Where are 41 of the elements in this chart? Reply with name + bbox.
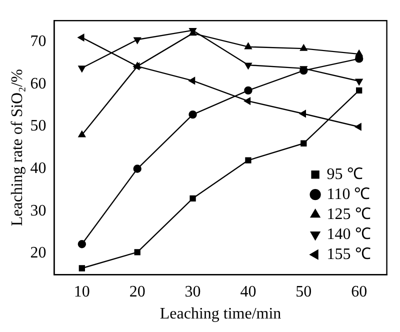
- x-axis-title: Leaching time/min: [160, 306, 282, 323]
- y-tick-label: 30: [30, 202, 46, 220]
- point: [356, 87, 362, 94]
- point: [190, 195, 196, 202]
- x-tick-label: 40: [240, 283, 256, 300]
- point: [244, 62, 252, 70]
- point: [245, 157, 252, 164]
- point: [134, 37, 141, 44]
- x-tick-label: 50: [296, 283, 312, 300]
- point: [78, 34, 84, 42]
- point: [188, 110, 197, 119]
- point: [134, 249, 140, 256]
- y-axis-title: Leaching rate of SiO₂/%: [8, 69, 26, 226]
- point: [244, 42, 252, 50]
- point: [133, 164, 142, 173]
- point: [78, 130, 86, 138]
- point: [244, 86, 252, 95]
- y-tick-label: 50: [30, 118, 46, 135]
- x-tick-label: 60: [351, 283, 368, 300]
- point: [354, 123, 362, 130]
- point: [78, 240, 86, 248]
- y-tick-label: 20: [30, 244, 46, 262]
- x-tick-label: 20: [129, 283, 146, 300]
- point: [300, 140, 307, 146]
- x-tick-label: 10: [74, 283, 90, 300]
- point: [300, 110, 306, 118]
- y-tick-label: 70: [30, 32, 46, 50]
- legend-label: 110 ℃: [326, 186, 370, 203]
- y-tick-label: 60: [30, 75, 46, 92]
- legend-label: 95 ℃: [326, 166, 363, 183]
- point: [78, 66, 86, 72]
- point: [244, 97, 251, 105]
- point: [300, 44, 308, 51]
- point: [78, 265, 85, 272]
- legend-label: 155 ℃: [326, 246, 371, 263]
- y-tick-label: 40: [30, 160, 46, 177]
- point: [355, 78, 363, 86]
- x-tick-label: 30: [184, 283, 201, 300]
- point: [188, 77, 196, 84]
- legend-label: 140 ℃: [326, 226, 371, 243]
- legend-label: 125 ℃: [326, 206, 371, 223]
